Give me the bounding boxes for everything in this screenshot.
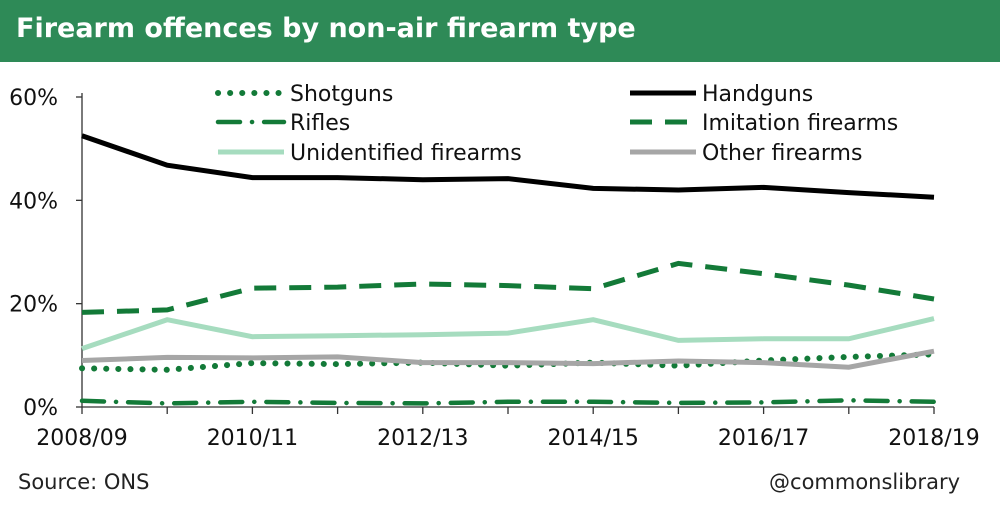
x-tick-label: 2010/11 <box>207 426 298 451</box>
series-line-imitation <box>81 260 935 315</box>
legend-label-imitation: Imitation firearms <box>702 111 898 136</box>
x-tick-label: 2016/17 <box>718 426 809 451</box>
legend-label-unidentified: Unidentified firearms <box>290 141 522 166</box>
y-tick-label: 20% <box>9 293 58 318</box>
legend-label-handguns: Handguns <box>702 82 813 107</box>
series-line-shotguns <box>79 351 937 373</box>
credit-note: @commonslibrary <box>769 470 960 494</box>
legend-label-shotguns: Shotguns <box>290 82 393 107</box>
legend-label-rifles: Rifles <box>290 111 350 136</box>
y-tick-label: 0% <box>23 396 58 421</box>
series-line-unidentified <box>81 316 935 351</box>
x-tick-label: 2014/15 <box>547 426 638 451</box>
x-tick-label: 2012/13 <box>377 426 468 451</box>
y-tick-label: 60% <box>9 86 58 111</box>
legend-label-other: Other firearms <box>702 141 862 166</box>
title-bar: Firearm offences by non-air firearm type <box>0 0 1000 62</box>
series-line-rifles <box>79 398 937 406</box>
chart-title: Firearm offences by non-air firearm type <box>16 13 636 44</box>
x-tick-label: 2008/09 <box>36 426 127 451</box>
source-note: Source: ONS <box>18 470 150 494</box>
line-chart: 0% 20% 40% 60% 2008/09 2010/11 2012/13 2014/15 2… <box>9 82 980 451</box>
y-tick-label: 40% <box>9 189 58 214</box>
series-line-handguns <box>81 133 935 200</box>
x-tick-label: 2018/19 <box>888 426 979 451</box>
series-line-other <box>81 348 935 370</box>
